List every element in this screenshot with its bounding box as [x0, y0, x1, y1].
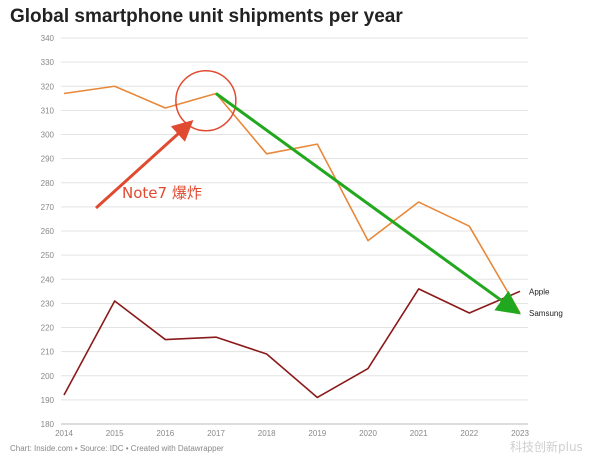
- y-tick-label: 240: [41, 275, 55, 284]
- chart-credit: Chart: Inside.com • Source: IDC • Create…: [10, 444, 224, 453]
- annotations: Note7 爆炸: [94, 69, 521, 315]
- trend-arrow: [215, 92, 521, 315]
- y-tick-label: 190: [41, 396, 55, 405]
- x-tick-label: 2021: [410, 429, 428, 438]
- x-tick-label: 2016: [156, 429, 174, 438]
- x-tick-label: 2019: [308, 429, 326, 438]
- y-tick-label: 180: [41, 420, 55, 429]
- y-tick-label: 320: [41, 82, 55, 91]
- y-tick-label: 260: [41, 227, 55, 236]
- x-tick-label: 2022: [460, 429, 478, 438]
- series-label-samsung: Samsung: [529, 309, 563, 318]
- x-tick-label: 2023: [511, 429, 529, 438]
- series-label-apple: Apple: [529, 287, 550, 296]
- y-tick-label: 200: [41, 372, 55, 381]
- watermark: 科技创新plus: [510, 440, 583, 454]
- x-tick-label: 2017: [207, 429, 225, 438]
- note-arrow: [94, 119, 194, 210]
- y-tick-label: 250: [41, 251, 55, 260]
- note-label: Note7 爆炸: [122, 184, 202, 202]
- y-tick-label: 280: [41, 179, 55, 188]
- y-tick-label: 210: [41, 348, 55, 357]
- series-line-apple: [63, 288, 521, 399]
- y-tick-label: 330: [41, 58, 55, 67]
- y-tick-label: 220: [41, 324, 55, 333]
- y-tick-label: 300: [41, 131, 55, 140]
- x-tick-label: 2020: [359, 429, 377, 438]
- y-tick-label: 230: [41, 299, 55, 308]
- x-tick-label: 2014: [55, 429, 73, 438]
- y-tick-label: 310: [41, 106, 55, 115]
- y-tick-label: 290: [41, 155, 55, 164]
- axis-ticks: 180 190 200 210 220 230 240 250 260 270 280 290 300 3…: [41, 34, 530, 438]
- x-tick-label: 2018: [258, 429, 276, 438]
- highlight-circle: [175, 69, 237, 132]
- y-tick-label: 340: [41, 34, 55, 43]
- y-tick-label: 270: [41, 203, 55, 212]
- grid-lines: [61, 37, 528, 425]
- chart-title: Global smartphone unit shipments per yea…: [10, 6, 403, 27]
- series-lines: Samsung Apple: [63, 85, 563, 399]
- x-tick-label: 2015: [106, 429, 124, 438]
